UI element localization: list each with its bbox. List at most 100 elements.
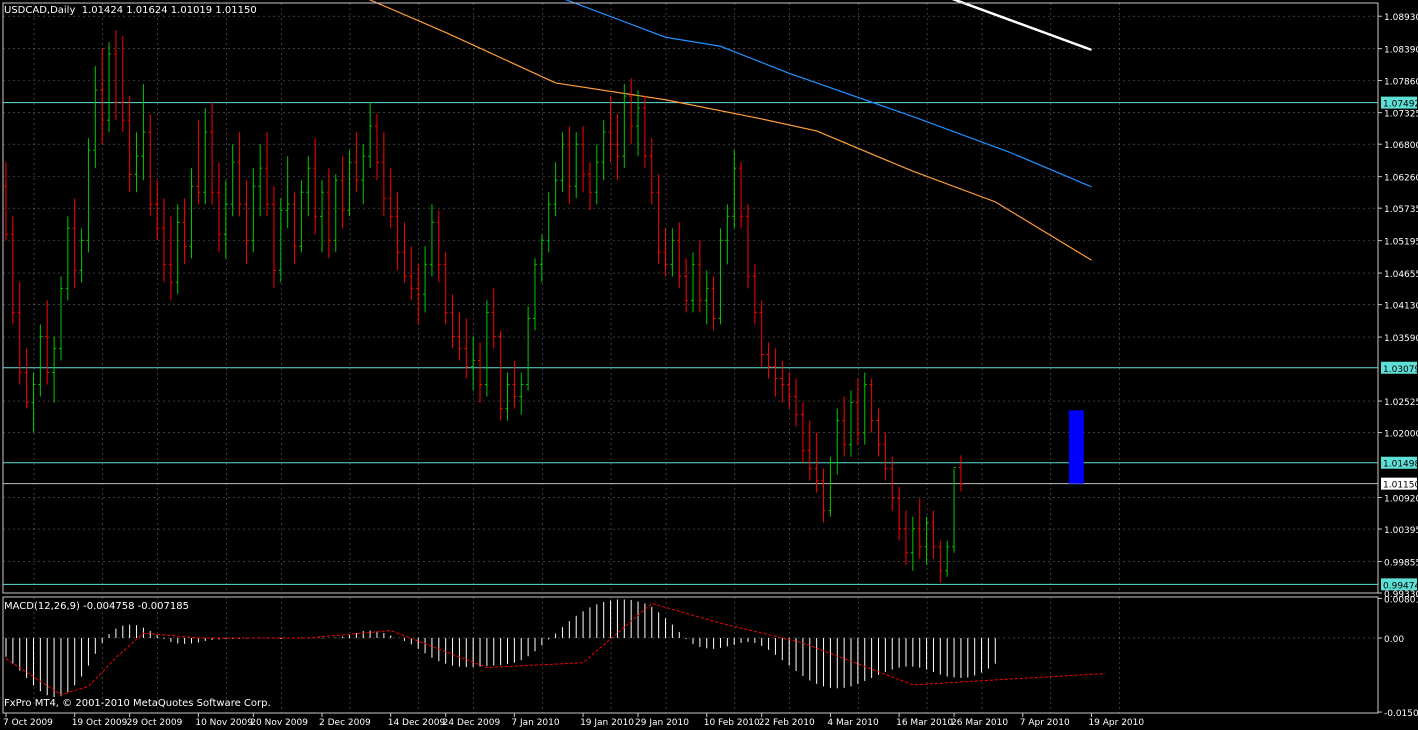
price-level-label: 1.01150 xyxy=(1383,481,1418,491)
ohlc-bar xyxy=(622,84,627,169)
y-tick-label: 1.07325 xyxy=(1384,110,1418,120)
price-level-tag xyxy=(1381,477,1417,490)
price-level-tag xyxy=(1381,456,1417,469)
highlight-rectangle xyxy=(1068,410,1084,484)
y-tick-label: 0.99855 xyxy=(1384,558,1418,568)
ohlc-bar xyxy=(519,372,524,415)
ohlc-bar xyxy=(313,138,318,235)
ohlc-bar xyxy=(684,258,689,313)
ohlc-bar xyxy=(17,282,22,385)
ohlc-bar xyxy=(203,108,208,205)
ohlc-bar xyxy=(505,372,510,421)
ohlc-bar xyxy=(917,498,922,559)
macd-indicator-label: MACD(12,26,9) -0.004758 -0.007185 xyxy=(4,601,189,612)
ohlc-bar xyxy=(10,216,15,325)
grid-layer xyxy=(3,3,1378,713)
ohlc-bar xyxy=(629,78,634,145)
moving-average-line xyxy=(951,0,1092,52)
ohlc-bar xyxy=(587,162,592,211)
ohlc-bar xyxy=(395,192,400,271)
ohlc-bar xyxy=(704,270,709,325)
x-tick-label: 7 Oct 2009 xyxy=(3,718,53,728)
x-tick-label: 16 Mar 2010 xyxy=(896,718,953,728)
ohlc-bar xyxy=(416,264,421,325)
ohlc-bar xyxy=(800,402,805,463)
x-tick-label: 10 Feb 2010 xyxy=(704,718,760,728)
ohlc-bar xyxy=(182,198,187,265)
ohlc-bar xyxy=(842,396,847,457)
ohlc-bar xyxy=(374,114,379,181)
ohlc-bar xyxy=(862,372,867,445)
ohlc-bar xyxy=(656,174,661,265)
ohlc-bar xyxy=(258,144,263,217)
x-tick-label: 19 Apr 2010 xyxy=(1088,718,1144,728)
ohlc-bar xyxy=(732,150,737,229)
ohlc-bar xyxy=(127,96,132,193)
ohlc-bar xyxy=(285,156,290,229)
ohlc-bar xyxy=(642,96,647,169)
ohlc-bar xyxy=(423,246,428,313)
macd-y-tick-label: -0.01501 xyxy=(1384,709,1418,719)
macd-panel-frame xyxy=(2,596,1379,714)
ohlc-bar xyxy=(134,132,139,193)
ohlc-readout: 1.01424 1.01624 1.01019 1.01150 xyxy=(81,5,257,16)
ohlc-bar xyxy=(299,180,304,253)
x-tick-label: 10 Nov 2009 xyxy=(195,718,253,728)
price-level-label: 1.07492 xyxy=(1383,100,1418,110)
ohlc-bar xyxy=(45,300,50,385)
ohlc-bar xyxy=(910,516,915,571)
symbol-header: USDCAD,Daily 1.01424 1.01624 1.01019 1.0… xyxy=(4,5,257,16)
ohlc-bar xyxy=(457,312,462,361)
ohlc-bar xyxy=(828,456,833,517)
macd-signal-line xyxy=(5,602,1106,696)
ohlc-bar xyxy=(388,168,393,229)
ohlc-bar xyxy=(471,336,476,391)
ohlc-bar xyxy=(952,466,957,553)
ohlc-bar xyxy=(794,378,799,427)
ohlc-bar xyxy=(381,132,386,217)
ohlc-bar xyxy=(278,198,283,283)
ohlc-bar xyxy=(271,186,276,289)
price-panel-frame xyxy=(2,2,1379,594)
ohlc-bar xyxy=(196,120,201,205)
ohlc-bar xyxy=(320,180,325,253)
ohlc-bar xyxy=(649,138,654,205)
macd-y-tick-label: 0.00 xyxy=(1384,635,1404,645)
ohlc-bar xyxy=(409,246,414,301)
ohlc-bar xyxy=(100,48,105,145)
ohlc-bar xyxy=(766,342,771,379)
macd-layer xyxy=(5,599,1106,698)
ohlc-bar xyxy=(869,378,874,433)
ohlc-bar xyxy=(931,510,936,559)
ohlc-bar xyxy=(368,102,373,169)
ohlc-bar xyxy=(450,294,455,349)
ohlc-bar xyxy=(429,204,434,277)
ohlc-bar xyxy=(567,126,572,205)
x-tick-label: 4 Mar 2010 xyxy=(827,718,879,728)
ohlc-bar xyxy=(292,192,297,265)
x-tick-label: 29 Oct 2009 xyxy=(127,718,183,728)
ohlc-bar xyxy=(326,168,331,259)
watermark: FxPro MT4, © 2001-2010 MetaQuotes Softwa… xyxy=(4,698,271,709)
x-tick-label: 19 Jan 2010 xyxy=(580,718,634,728)
ohlc-bar xyxy=(814,432,819,493)
ohlc-bar xyxy=(52,336,57,403)
ohlc-bar xyxy=(168,216,173,301)
y-tick-label: 1.08390 xyxy=(1384,46,1418,56)
ohlc-bar xyxy=(773,348,778,397)
ohlc-bar xyxy=(189,168,194,259)
ohlc-bar xyxy=(86,138,91,253)
y-tick-label: 1.06800 xyxy=(1384,141,1418,151)
y-tick-label: 1.00395 xyxy=(1384,526,1418,536)
ohlc-bar xyxy=(924,516,929,565)
ohlc-bar xyxy=(745,204,750,289)
ohlc-bars-layer xyxy=(4,30,963,583)
y-tick-label: 1.00920 xyxy=(1384,494,1418,504)
ohlc-bar xyxy=(436,210,441,283)
ohlc-bar xyxy=(4,162,8,241)
price-level-label: 1.01498 xyxy=(1383,460,1418,470)
ohlc-bar xyxy=(718,228,723,325)
ohlc-bar xyxy=(38,324,43,397)
ohlc-bar xyxy=(938,540,943,583)
